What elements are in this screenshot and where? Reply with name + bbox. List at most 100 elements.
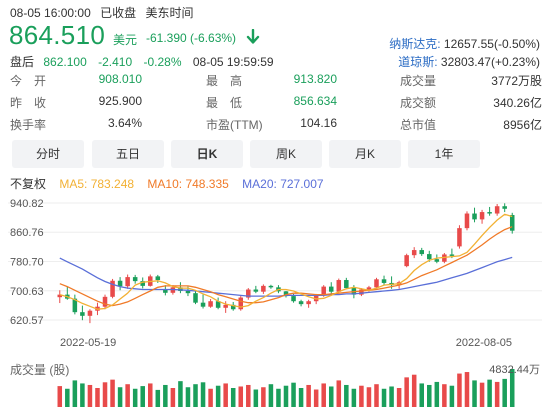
volume-bar [344,384,349,407]
volume-bar [374,384,379,407]
stat-label: 最 低 [206,96,243,110]
x-tick-label: 2022-05-19 [60,337,116,349]
volume-bar [223,383,228,407]
after-hours-change: -2.410 [98,55,133,69]
ma20-line [59,256,513,297]
adjust-mode[interactable]: 不复权 [10,177,47,191]
candle-body [427,254,432,260]
ma20-value: MA20: 727.007 [242,177,324,191]
ma5-line [59,213,513,310]
stat-label: 市盈(TTM) [206,118,263,132]
period-tabs: 分时 五日 日K 周K 月K 1年 [12,140,538,168]
after-hours-price: 862.100 [43,55,87,69]
candle-body [359,289,364,295]
volume-bar [419,383,424,407]
volume-bar [509,369,515,407]
stat-label: 成交额 [400,96,437,110]
ma5-value: MA5: 783.248 [59,177,135,191]
volume-bar [359,385,364,407]
currency-unit: 美元 [113,33,138,47]
stat-label: 换手率 [10,118,47,132]
candle-body [200,302,206,307]
volume-bar [321,383,326,407]
stat-label: 总市值 [400,118,437,132]
index-nasdaq[interactable]: 纳斯达克: 12657.55(-0.50%) [389,35,540,52]
candle-body [283,291,289,297]
volume-bar [283,385,289,407]
volume-bar [140,386,145,407]
candle-body [479,212,485,220]
tab-five-day[interactable]: 五日 [92,140,164,168]
stats-row: 今 开 908.010 最 高 913.820 成交量 3772万股 [10,72,542,90]
stat-value: 913.820 [293,72,337,86]
x-tick-label: 2022-08-05 [456,337,512,349]
tab-daily-k[interactable]: 日K [171,140,243,168]
after-hours-pct: -0.28% [143,55,182,69]
tab-intraday[interactable]: 分时 [12,140,84,168]
candle-body [411,250,417,256]
volume-bar [230,388,236,407]
candlestick-chart[interactable]: 940.82 860.76 780.70 700.63 620.57 2022-05-1… [0,190,550,408]
tab-weekly-k[interactable]: 周K [250,140,322,168]
stats-row: 昨 收 925.900 最 低 856.634 成交额 340.26亿 [10,94,542,112]
volume-bar [306,384,311,407]
candle-body [246,289,251,298]
chart-grid [8,202,542,321]
candle-body [163,289,168,293]
candle-body [80,312,85,316]
volume-bars [57,369,515,407]
volume-bar [404,377,409,407]
volume-bar [442,384,447,407]
stat-label: 昨 收 [10,96,47,110]
stat-value: 8956亿 [503,118,542,132]
candle-body [125,277,130,287]
stat-value: 104.16 [300,116,337,130]
volume-bar [102,382,108,407]
candle-body [132,277,138,282]
candle-body [328,286,334,292]
candle-body [449,254,455,256]
volume-bar [87,384,93,407]
tab-monthly-k[interactable]: 月K [329,140,401,168]
volume-label: 成交量 (股) [10,363,70,377]
candle-body [117,280,123,287]
volume-bar [178,381,183,407]
after-hours-time: 08-05 19:59:59 [192,55,274,69]
volume-bar [389,386,394,407]
tab-one-year[interactable]: 1年 [408,140,480,168]
index-dow[interactable]: 道琼斯: 32803.47(+0.23%) [398,53,540,70]
volume-bar [494,381,500,407]
candle-body [306,301,311,305]
candle-body [178,287,183,291]
candle-body [487,212,492,214]
stat-value: 3.64% [107,116,142,130]
volume-bar [427,384,432,407]
volume-bar [155,389,161,407]
volume-bar [125,384,130,407]
index-nasdaq-value: 12657.55(-0.50%) [443,37,540,51]
volume-bar [411,374,417,407]
market-status: 已收盘 [100,6,137,20]
quote-datetime: 08-05 16:00:00 [10,6,91,20]
volume-bar [80,383,85,407]
volume-bar [449,385,455,407]
index-nasdaq-name[interactable]: 纳斯达克: [389,37,441,51]
candle-body [366,287,372,290]
volume-bar [313,389,319,407]
volume-bar [336,380,342,407]
volume-bar [72,380,78,407]
candle-body [87,310,93,316]
candles [57,203,515,324]
candle-body [223,304,228,308]
volume-bar [65,388,70,407]
volume-bar [148,383,153,407]
candle-body [464,213,470,229]
y-tick-label: 860.76 [10,227,44,239]
volume-bar [268,384,274,407]
index-dow-name[interactable]: 道琼斯: [398,55,438,69]
volume-bar [215,385,221,407]
candle-body [298,301,304,305]
candle-body [509,214,515,231]
stat-value: 925.900 [98,94,142,108]
stat-value: 856.634 [293,94,337,108]
